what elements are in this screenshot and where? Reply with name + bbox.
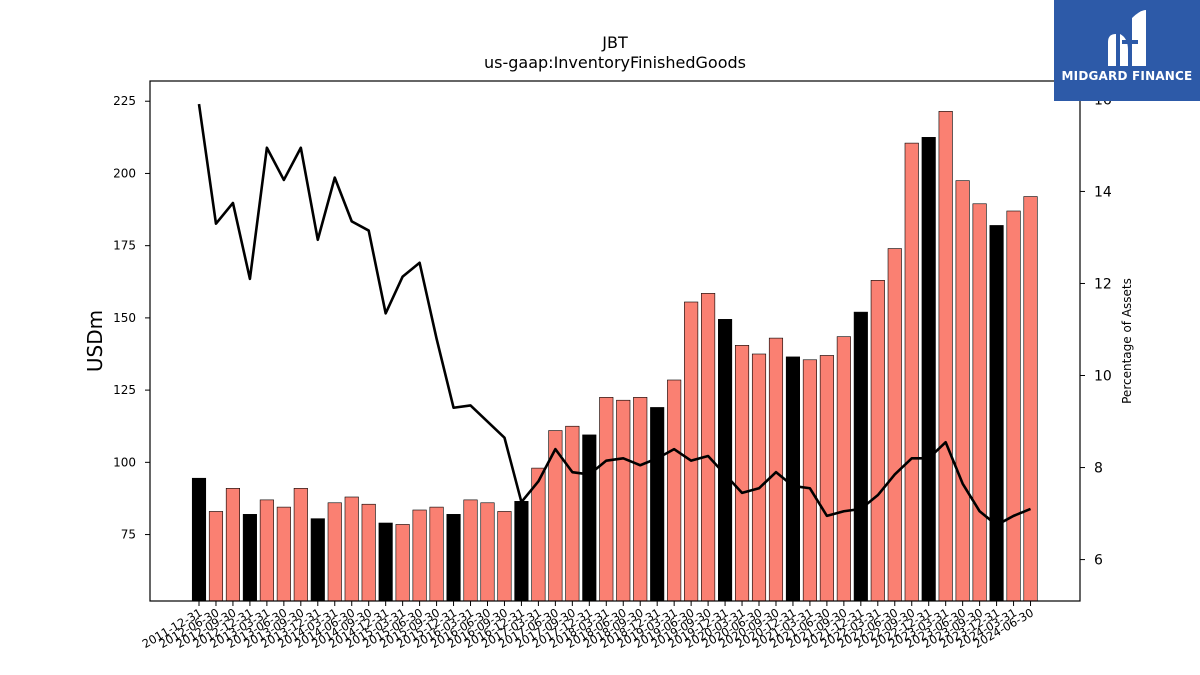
bar	[633, 397, 648, 602]
bar	[887, 248, 902, 602]
bar	[361, 503, 376, 602]
logo-text: MIDGARD FINANCE	[1061, 69, 1193, 83]
bar	[293, 488, 308, 602]
y-axis-label: USDm	[83, 310, 107, 372]
bar	[344, 496, 359, 602]
bar-series	[191, 111, 1038, 602]
bar	[785, 356, 801, 602]
y-tick-label: 200	[113, 166, 136, 180]
bar	[276, 506, 291, 602]
chart-subtitle: us-gaap:InventoryFinishedGoods	[484, 53, 746, 72]
y-tick-label: 125	[113, 383, 136, 397]
bar	[1006, 210, 1021, 602]
bar	[259, 499, 274, 602]
y2-tick-label: 6	[1094, 553, 1103, 569]
y-axis-right: 6810121416	[1080, 92, 1112, 569]
bar	[853, 311, 868, 602]
y-axis-left: 75 100 125 150 175 200 225	[113, 94, 150, 542]
bar	[921, 137, 936, 602]
bar	[514, 501, 529, 602]
bar	[480, 502, 495, 602]
bar	[599, 397, 614, 602]
bar	[446, 514, 461, 602]
bar	[751, 353, 767, 602]
bar	[225, 488, 240, 602]
bar	[684, 301, 699, 602]
midgard-finance-logo: MIDGARD FINANCE	[1054, 0, 1200, 101]
bar	[819, 355, 834, 602]
y2-axis-label: Percentage of Assets	[1120, 278, 1134, 404]
bar	[904, 142, 919, 602]
bar	[718, 319, 733, 602]
bar	[667, 379, 682, 602]
chart-title: JBT	[602, 33, 628, 52]
bar	[1023, 196, 1038, 602]
bar	[565, 425, 580, 602]
bar	[836, 336, 851, 602]
bar	[242, 514, 257, 602]
y-tick-label: 75	[121, 528, 136, 542]
bar	[616, 399, 631, 602]
bar	[802, 359, 817, 602]
bar	[378, 522, 393, 602]
bar	[412, 509, 427, 602]
bar	[989, 225, 1004, 602]
y-tick-label: 175	[113, 239, 136, 253]
bar	[497, 511, 512, 602]
bar	[395, 524, 410, 602]
bar	[327, 502, 342, 602]
percentage-line-series	[197, 103, 1032, 527]
bar	[870, 280, 885, 602]
bar	[310, 518, 325, 602]
bar	[191, 477, 207, 602]
bar	[463, 499, 478, 602]
bar	[701, 293, 716, 602]
bar	[972, 203, 987, 602]
bar	[429, 506, 444, 602]
bar	[938, 111, 953, 602]
bar	[650, 407, 665, 602]
y2-tick-label: 8	[1094, 461, 1103, 477]
x-axis: 2011-12-312012-06-302012-09-302012-12-31…	[140, 601, 1036, 651]
plot-frame	[149, 80, 1081, 602]
logo-mark-icon	[1108, 10, 1146, 66]
bar	[734, 345, 750, 602]
y-tick-label: 150	[113, 311, 136, 325]
y2-tick-label: 10	[1094, 369, 1112, 385]
y-tick-label: 100	[113, 455, 136, 469]
bar	[955, 180, 970, 602]
bar	[208, 511, 224, 602]
percentage-line	[197, 103, 1032, 527]
y-tick-label: 225	[113, 94, 136, 108]
bar	[582, 434, 597, 602]
y2-tick-label: 12	[1094, 276, 1112, 292]
y2-tick-label: 14	[1094, 184, 1112, 200]
bar	[768, 337, 784, 602]
